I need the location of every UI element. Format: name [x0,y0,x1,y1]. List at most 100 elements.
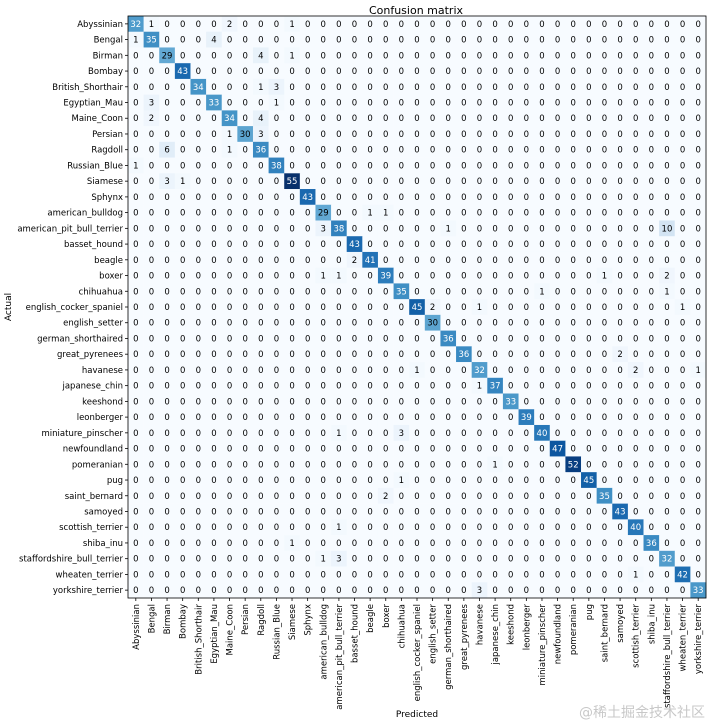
heatmap-cell [596,94,613,111]
heatmap-cell [612,377,629,394]
heatmap-cell [487,267,504,284]
cell-value-label: 0 [539,130,544,140]
heatmap-cell [518,582,535,599]
cell-value-label: 0 [602,555,607,565]
cell-value-label: 0 [352,272,357,282]
heatmap-cell [237,566,254,583]
cell-value-label: 0 [649,334,654,344]
y-tick-labels: AbyssinianBengalBirmanBombayBritish_Shor… [17,20,128,596]
heatmap-cell [377,16,394,33]
cell-value-label: 0 [695,177,700,187]
cell-value-label: 0 [164,161,169,171]
cell-value-label: 0 [633,319,638,329]
cell-value-label: 35 [146,36,157,46]
heatmap-cell [612,487,629,504]
heatmap-cell [346,424,363,442]
heatmap-cell [674,409,691,426]
heatmap-cell [128,16,144,33]
heatmap-cell [643,189,660,206]
cell-value-label: 0 [492,523,497,533]
heatmap-cell [346,94,363,111]
heatmap-cell [362,78,379,95]
cell-value-label: 0 [196,67,201,77]
heatmap-cell [174,94,191,111]
cell-value-label: 0 [227,287,232,297]
heatmap-cell [424,346,441,363]
cell-value-label: 0 [352,161,357,171]
heatmap-cell [612,424,629,442]
heatmap-cell [284,314,301,331]
heatmap-cell [471,189,488,206]
cell-value-label: 0 [617,287,622,297]
heatmap-cell [377,566,394,583]
cell-value-label: 0 [352,476,357,486]
cell-value-label: 0 [352,460,357,470]
heatmap-cell [674,330,691,347]
cell-value-label: 0 [649,20,654,30]
x-tick-label: Siamese [288,604,298,640]
cell-value-label: 0 [352,539,357,549]
cell-value-label: 0 [586,20,591,30]
heatmap-cell [518,440,535,457]
heatmap-cell [299,519,316,536]
heatmap-cell [627,31,644,48]
cell-value-label: 0 [164,539,169,549]
heatmap-cell [471,503,488,520]
heatmap-cell [456,472,472,489]
heatmap-cell [362,330,379,347]
cell-value-label: 0 [633,209,638,219]
cell-value-label: 0 [617,161,622,171]
cell-value-label: 0 [180,193,185,203]
heatmap-cell [143,78,160,95]
heatmap-cell [143,472,160,489]
cell-value-label: 0 [164,303,169,313]
cell-value-label: 0 [258,523,263,533]
heatmap-cell [659,110,676,127]
heatmap-cell [174,377,191,394]
heatmap-cell [549,157,566,174]
cell-value-label: 40 [537,429,548,439]
heatmap-cell [299,393,316,410]
cell-value-label: 0 [321,256,326,266]
heatmap-cell [237,173,254,190]
cell-value-label: 0 [539,350,544,360]
heatmap-cell [393,409,410,426]
cell-value-label: 0 [664,303,669,313]
cell-value-label: 0 [695,36,700,46]
cell-value-label: 0 [492,397,497,407]
cell-value-label: 0 [430,445,435,455]
heatmap-cell [424,283,441,300]
y-tick-label: keeshond [82,397,123,407]
heatmap-cell [159,94,176,111]
cell-value-label: 0 [336,539,341,549]
heatmap-cell [565,110,582,127]
cell-value-label: 0 [414,460,419,470]
cell-value-label: 0 [602,20,607,30]
cell-value-label: 0 [227,256,232,266]
heatmap-cell [174,283,191,300]
heatmap-cell [440,346,457,363]
cell-value-label: 0 [352,20,357,30]
cell-value-label: 0 [149,460,154,470]
heatmap-cell [128,314,144,331]
heatmap-cell [377,472,394,489]
cell-value-label: 0 [477,445,482,455]
cell-value-label: 0 [367,224,372,234]
heatmap-cell [456,362,472,379]
cell-value-label: 0 [680,256,685,266]
heatmap-cell [424,487,441,504]
cell-value-label: 0 [336,334,341,344]
cell-value-label: 0 [242,193,247,203]
cell-value-label: 1 [367,209,372,219]
heatmap-cell [252,189,269,206]
cell-value-label: 0 [164,570,169,580]
cell-value-label: 0 [414,130,419,140]
heatmap-cell [612,283,629,300]
heatmap-cell [659,393,676,410]
cell-value-label: 47 [552,445,563,455]
heatmap-cell [174,393,191,410]
cell-value-label: 0 [586,303,591,313]
cell-value-label: 0 [477,51,482,61]
heatmap-cell [596,189,613,206]
heatmap-cell [456,173,472,190]
